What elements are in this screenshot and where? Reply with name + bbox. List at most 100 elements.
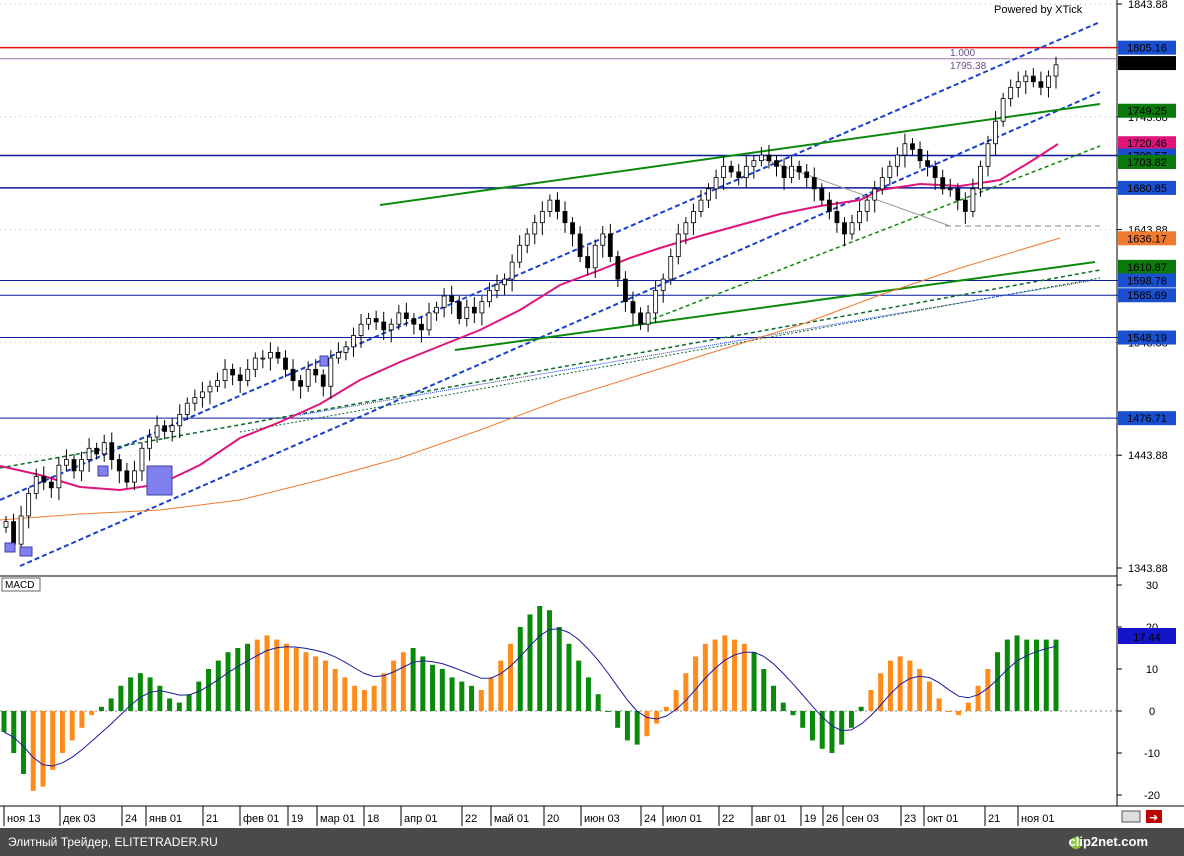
price-badge-value: 1636.17	[1127, 233, 1167, 245]
macd-bar	[839, 711, 845, 745]
candle-body	[577, 233, 583, 257]
macd-bar	[430, 664, 436, 711]
price-badge-value: 1680.85	[1127, 183, 1167, 195]
candle-body	[109, 442, 115, 460]
date-tick-label: 23	[904, 813, 916, 825]
macd-bar	[693, 656, 699, 711]
macd-bar	[313, 656, 319, 711]
date-tick-label: май 01	[494, 813, 529, 825]
candle-body	[313, 368, 319, 376]
macd-bar	[322, 660, 328, 711]
candle-body	[668, 256, 674, 280]
candle-body	[517, 244, 523, 263]
macd-bar	[546, 610, 552, 711]
candle-body	[358, 323, 364, 336]
marker-box	[4, 542, 16, 553]
candle-body	[978, 165, 983, 190]
price-badge	[1118, 180, 1176, 195]
candle-body	[993, 120, 998, 145]
price-badge-value: 1703.82	[1127, 157, 1167, 169]
macd-bar	[663, 706, 669, 711]
macd-bar	[1043, 639, 1049, 711]
candle-body	[139, 447, 145, 472]
candle-body	[1000, 98, 1006, 122]
candle-body	[471, 306, 477, 314]
macd-bar	[1053, 639, 1059, 711]
macd-bar	[196, 681, 202, 711]
date-tick-label: окт 01	[927, 813, 958, 825]
candle-body	[162, 425, 168, 432]
trend-lines	[0, 21, 1101, 567]
macd-bar	[771, 685, 777, 711]
candle-body	[721, 165, 727, 178]
date-tick-label: ноя 13	[7, 813, 40, 825]
macd-bar	[1, 711, 7, 732]
candle-body	[124, 470, 130, 483]
marker-box	[97, 465, 109, 477]
macd-bar	[410, 648, 416, 711]
macd-bar	[517, 627, 523, 711]
candle-body	[751, 160, 757, 167]
candle-body	[804, 171, 810, 178]
price-badge	[1118, 259, 1176, 274]
macd-bar	[50, 711, 56, 770]
candle-body	[132, 470, 137, 483]
candle-body	[335, 352, 341, 359]
macd-bar	[439, 669, 445, 711]
candle-body	[366, 318, 371, 325]
macd-bar	[741, 643, 747, 711]
date-tick-label: 24	[125, 813, 137, 825]
price-badge-value: 1749.25	[1127, 106, 1167, 118]
fib-value: 1795.38	[950, 61, 987, 72]
candle-body	[351, 335, 356, 348]
candle-body	[48, 481, 54, 489]
candle-body	[245, 368, 251, 382]
price-tick-label: 1843.88	[1128, 0, 1168, 11]
macd-bar	[176, 702, 182, 711]
date-tick-label: янв 01	[149, 813, 182, 825]
macd-bar	[673, 690, 679, 711]
candle-body	[962, 199, 968, 212]
macd-bar	[40, 711, 46, 787]
macd-bar	[907, 660, 913, 711]
macd-signal-line	[3, 628, 1057, 767]
candle-body	[328, 357, 334, 387]
macd-bar	[478, 690, 484, 711]
candle-body	[230, 368, 236, 376]
candle-body	[585, 256, 591, 269]
date-tick-label: 22	[722, 813, 734, 825]
candle-body	[403, 312, 409, 319]
candle-body	[600, 233, 606, 246]
macd-bar	[809, 711, 815, 741]
candle-body	[147, 436, 152, 449]
candle-body	[396, 312, 402, 325]
candle-body	[932, 165, 938, 178]
macd-bar	[206, 669, 212, 711]
candle-body	[487, 289, 492, 303]
candle-body	[524, 233, 530, 246]
green-trend-mid	[454, 261, 1096, 351]
macd-label-box	[1, 577, 41, 592]
macd-bar	[819, 711, 825, 749]
channel-lower-line	[19, 91, 1101, 567]
price-badge	[1118, 231, 1176, 246]
candle-body	[41, 476, 47, 483]
candle-body	[260, 357, 266, 360]
scroll-icon[interactable]	[1121, 810, 1141, 823]
macd-tick-label: 0	[1149, 706, 1155, 718]
watermark: Powered by XTick	[994, 4, 1083, 16]
candle-body	[305, 368, 311, 387]
horizontal-levels	[0, 46, 1130, 419]
macd-bar	[1024, 639, 1030, 711]
ma-50-line	[0, 143, 1059, 492]
candle-body	[184, 402, 190, 415]
macd-bar	[108, 698, 114, 711]
macd-bar	[69, 711, 75, 741]
grid	[0, 3, 1117, 456]
candle-body	[267, 352, 273, 359]
macd-bar	[235, 648, 241, 711]
candle-body	[56, 464, 62, 489]
date-tick-label: авг 01	[755, 813, 786, 825]
candle-body	[532, 222, 538, 235]
exit-icon[interactable]	[1146, 810, 1162, 823]
